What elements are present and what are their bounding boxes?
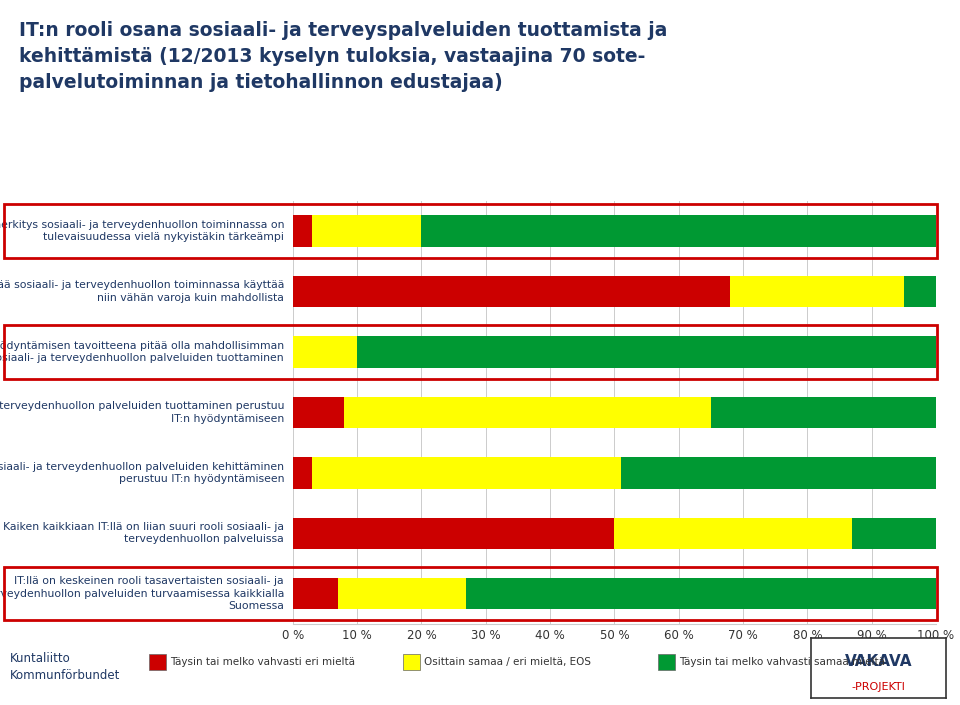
Bar xyxy=(903,276,936,307)
Text: Täysin tai melko vahvasti samaa mieltä: Täysin tai melko vahvasti samaa mieltä xyxy=(679,657,885,667)
Text: Osittain samaa / eri mieltä, EOS: Osittain samaa / eri mieltä, EOS xyxy=(424,657,591,667)
Bar xyxy=(852,517,936,549)
Bar xyxy=(345,397,710,428)
Text: Kuntaliitto
Kommunförbundet: Kuntaliitto Kommunförbundet xyxy=(10,652,120,682)
Text: IT:n rooli osana sosiaali- ja terveyspalveluiden tuottamista ja
kehittämistä (12: IT:n rooli osana sosiaali- ja terveyspal… xyxy=(19,21,667,92)
Bar xyxy=(293,517,614,549)
Text: Täysin tai melko vahvasti eri mieltä: Täysin tai melko vahvasti eri mieltä xyxy=(170,657,355,667)
Text: IT:n merkitys sosiaali- ja terveydenhuollon toiminnassa on
tulevaisuudessa vielä: IT:n merkitys sosiaali- ja terveydenhuol… xyxy=(0,220,284,243)
Text: Sosiaali- ja terveydenhuollon palveluiden tuottaminen perustuu
IT:n hyödyntämise: Sosiaali- ja terveydenhuollon palveluide… xyxy=(0,401,284,424)
Bar xyxy=(338,578,467,609)
Bar xyxy=(421,216,936,247)
Text: Kaiken kaikkiaan IT:llä on liian suuri rooli sosiaali- ja
terveydenhuollon palve: Kaiken kaikkiaan IT:llä on liian suuri r… xyxy=(3,522,284,544)
Text: IT:hen pitää sosiaali- ja terveydenhuollon toiminnassa käyttää
niin vähän varoja: IT:hen pitää sosiaali- ja terveydenhuoll… xyxy=(0,281,284,302)
Text: IT:llä on keskeinen rooli tasavertaisten sosiaali- ja
terveydenhuollon palveluid: IT:llä on keskeinen rooli tasavertaisten… xyxy=(0,576,284,611)
Text: -PROJEKTI: -PROJEKTI xyxy=(852,682,905,692)
Bar xyxy=(293,578,338,609)
Bar xyxy=(293,457,312,489)
Bar xyxy=(293,276,731,307)
Bar xyxy=(731,276,903,307)
Bar xyxy=(467,578,936,609)
Text: VAKAVA: VAKAVA xyxy=(845,654,912,670)
Bar xyxy=(293,336,357,368)
Bar xyxy=(710,397,936,428)
Bar xyxy=(357,336,936,368)
Text: Sosiaali- ja terveydenhuollon palveluiden kehittäminen
perustuu IT:n hyödyntämis: Sosiaali- ja terveydenhuollon palveluide… xyxy=(0,462,284,484)
Text: IT:n hyödyntämisen tavoitteena pitää olla mahdollisimman
hyvien sosiaali- ja ter: IT:n hyödyntämisen tavoitteena pitää oll… xyxy=(0,341,284,363)
Bar xyxy=(293,216,312,247)
Bar xyxy=(293,397,345,428)
Bar xyxy=(312,457,621,489)
Bar xyxy=(614,517,852,549)
Bar xyxy=(621,457,936,489)
Bar xyxy=(312,216,421,247)
